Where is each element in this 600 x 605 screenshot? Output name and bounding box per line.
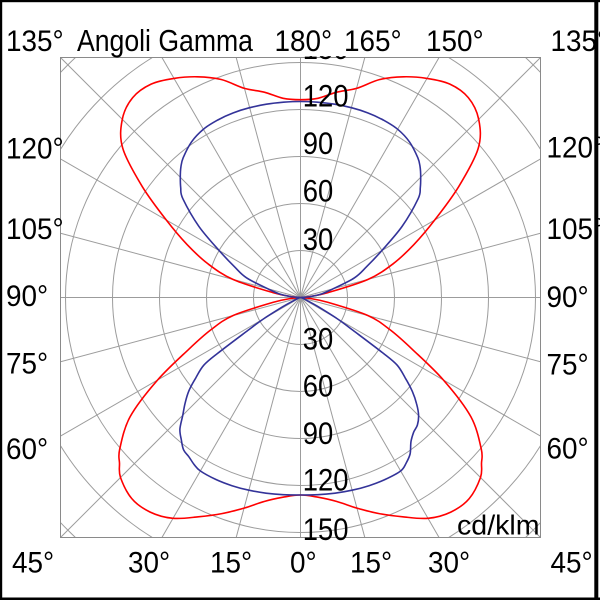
svg-text:135°: 135°: [6, 25, 64, 58]
svg-text:135°: 135°: [551, 25, 600, 58]
svg-text:30°: 30°: [428, 547, 470, 580]
svg-text:75°: 75°: [6, 347, 48, 380]
svg-text:105°: 105°: [547, 213, 600, 246]
svg-text:60°: 60°: [547, 433, 589, 466]
svg-text:60: 60: [303, 369, 333, 404]
svg-text:105°: 105°: [6, 213, 64, 246]
svg-text:45°: 45°: [12, 547, 54, 580]
svg-text:150: 150: [303, 512, 349, 547]
svg-text:60: 60: [303, 174, 333, 209]
svg-text:90°: 90°: [547, 281, 589, 314]
svg-text:0°: 0°: [290, 547, 317, 580]
svg-text:165°: 165°: [344, 25, 402, 58]
svg-text:cd/klm: cd/klm: [457, 510, 540, 540]
svg-text:120: 120: [303, 79, 349, 114]
svg-text:90: 90: [303, 416, 333, 451]
svg-text:Angoli Gamma: Angoli Gamma: [77, 24, 253, 58]
svg-text:120°: 120°: [6, 133, 64, 166]
svg-text:90: 90: [303, 126, 333, 161]
svg-text:30°: 30°: [128, 547, 170, 580]
svg-text:15°: 15°: [350, 547, 392, 580]
svg-text:60°: 60°: [6, 433, 48, 466]
svg-text:75°: 75°: [547, 349, 589, 382]
svg-text:120°: 120°: [547, 132, 600, 165]
svg-text:30: 30: [303, 222, 333, 257]
svg-text:90°: 90°: [6, 280, 48, 313]
svg-text:45°: 45°: [551, 547, 593, 580]
svg-text:180°: 180°: [275, 25, 333, 58]
svg-text:120: 120: [303, 463, 349, 498]
svg-text:30: 30: [303, 322, 333, 357]
svg-text:150°: 150°: [426, 25, 484, 58]
svg-text:15°: 15°: [210, 547, 252, 580]
